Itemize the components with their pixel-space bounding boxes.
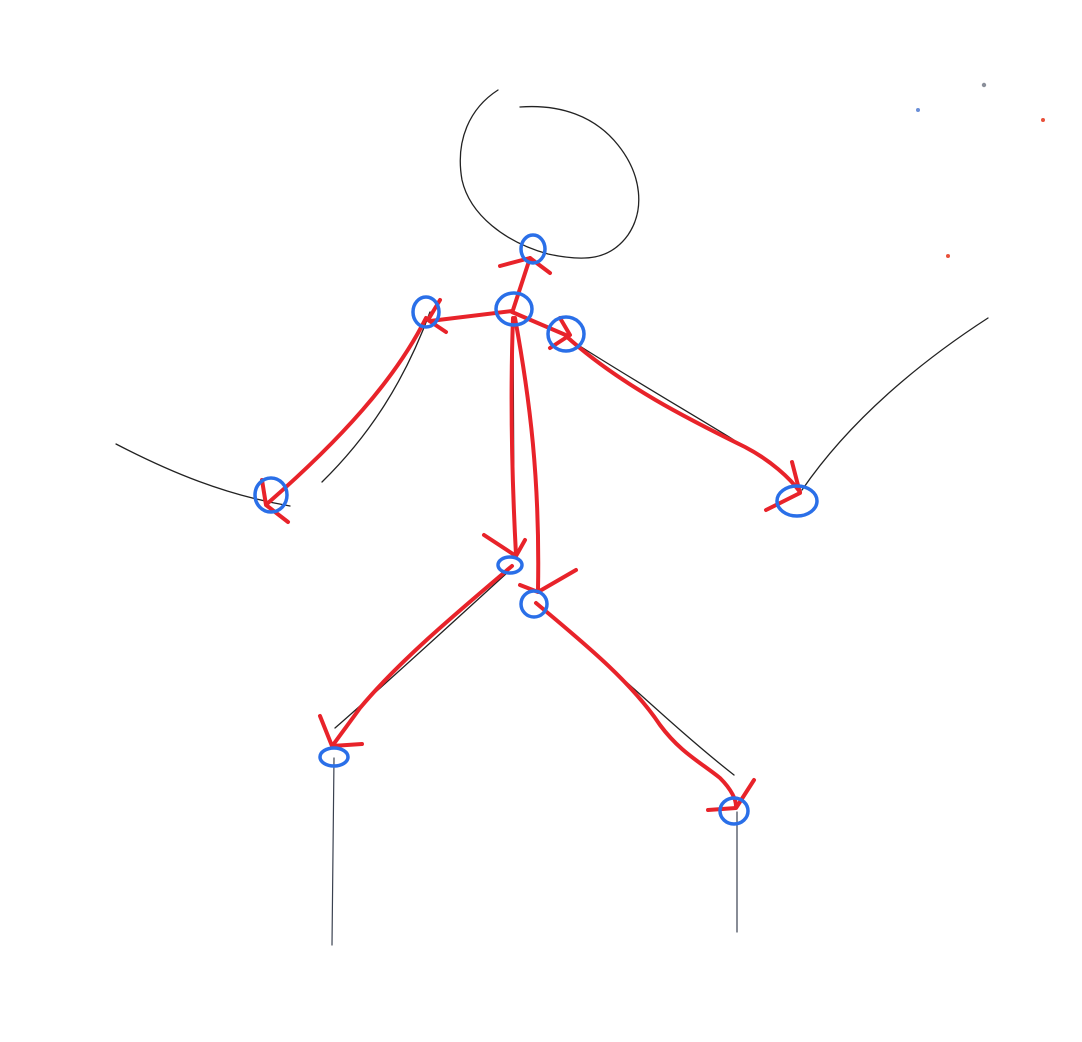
pencil-sketch-layer	[115, 89, 989, 946]
left-shoulder-arrowhead	[426, 298, 448, 334]
left-shoulder-joint[interactable]	[411, 295, 441, 329]
right-forearm-sketch	[801, 317, 989, 491]
spine-left-bone	[509, 316, 518, 557]
left-hip-joint[interactable]	[496, 555, 524, 575]
stray-dot-blue	[916, 108, 920, 112]
chest-joint[interactable]	[494, 291, 534, 327]
right-elbow-joint[interactable]	[775, 484, 819, 518]
left-thigh-sketch	[334, 571, 509, 729]
right-upper-arm-sketch	[574, 342, 735, 441]
left-elbow-arrowhead	[260, 478, 290, 524]
right-hip-joint[interactable]	[519, 589, 549, 619]
right-upper-arm-bone	[564, 334, 802, 494]
right-shoulder-bone	[510, 310, 570, 338]
left-thigh-bone	[331, 564, 514, 747]
neck-joint[interactable]	[519, 233, 547, 265]
neck-bone	[511, 256, 532, 312]
right-shoulder-arrowhead	[548, 316, 572, 350]
stray-dots	[916, 82, 1045, 258]
left-shoulder-bone	[428, 309, 514, 323]
left-elbow-joint[interactable]	[253, 476, 289, 514]
stray-dot-red	[946, 254, 950, 258]
spine-left-arrowhead	[482, 533, 527, 558]
neck-arrowhead	[498, 256, 552, 275]
stray-dot-grey	[981, 82, 987, 88]
right-thigh-bone	[534, 601, 738, 808]
head-outline	[459, 89, 640, 259]
right-knee-joint[interactable]	[718, 796, 750, 826]
left-upper-arm-sketch	[321, 311, 431, 483]
right-knee-arrowhead	[706, 778, 756, 812]
left-knee-joint[interactable]	[318, 746, 350, 768]
left-upper-arm-bone	[266, 316, 428, 505]
spine-right-bone	[513, 316, 541, 592]
right-shoulder-joint[interactable]	[546, 315, 586, 353]
left-knee-arrowhead	[318, 714, 364, 748]
joint-layer	[253, 233, 819, 826]
bone-layer	[260, 256, 802, 812]
stray-dot-red	[1041, 118, 1045, 122]
spine-right-arrowhead	[518, 568, 578, 594]
left-shin-sketch	[331, 757, 335, 946]
